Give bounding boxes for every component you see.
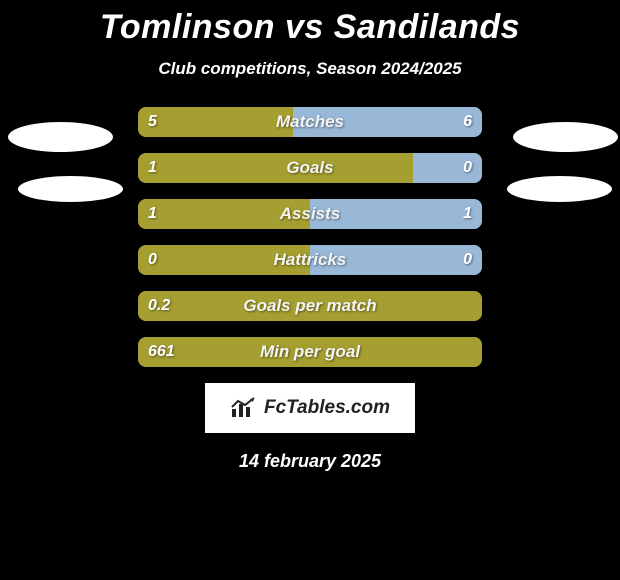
- stat-label: Assists: [280, 204, 340, 224]
- stat-bar: Min per goal 661: [138, 337, 482, 367]
- stat-bar-left-fill: [138, 107, 293, 137]
- stat-row: Assists 1 1: [0, 199, 620, 229]
- stat-row: Matches 5 6: [0, 107, 620, 137]
- stat-value-left: 5: [148, 113, 157, 131]
- stat-label: Matches: [276, 112, 344, 132]
- stat-value-left: 0.2: [148, 297, 170, 315]
- stat-bar: Hattricks 0 0: [138, 245, 482, 275]
- stat-row: Goals per match 0.2: [0, 291, 620, 321]
- stat-label: Hattricks: [274, 250, 347, 270]
- stat-label: Goals: [286, 158, 333, 178]
- stat-bar: Goals per match 0.2: [138, 291, 482, 321]
- comparison-subtitle: Club competitions, Season 2024/2025: [158, 59, 461, 79]
- stat-bar-left-fill: [138, 153, 413, 183]
- branding-panel: FcTables.com: [205, 383, 415, 433]
- stat-bar: Assists 1 1: [138, 199, 482, 229]
- stat-value-right: 6: [463, 113, 472, 131]
- stat-value-right: 1: [463, 205, 472, 223]
- stat-row: Goals 1 0: [0, 153, 620, 183]
- stat-bar: Goals 1 0: [138, 153, 482, 183]
- stat-label: Goals per match: [243, 296, 376, 316]
- chart-icon: [230, 397, 258, 419]
- stat-value-left: 661: [148, 343, 175, 361]
- stat-row: Hattricks 0 0: [0, 245, 620, 275]
- stat-value-left: 1: [148, 205, 157, 223]
- branding-text: FcTables.com: [264, 397, 390, 419]
- comparison-date: 14 february 2025: [239, 451, 381, 472]
- stat-value-right: 0: [463, 159, 472, 177]
- stat-value-left: 0: [148, 251, 157, 269]
- stat-value-left: 1: [148, 159, 157, 177]
- stat-row: Min per goal 661: [0, 337, 620, 367]
- comparison-title: Tomlinson vs Sandilands: [100, 8, 520, 47]
- stat-bar: Matches 5 6: [138, 107, 482, 137]
- stat-label: Min per goal: [260, 342, 360, 362]
- stat-value-right: 0: [463, 251, 472, 269]
